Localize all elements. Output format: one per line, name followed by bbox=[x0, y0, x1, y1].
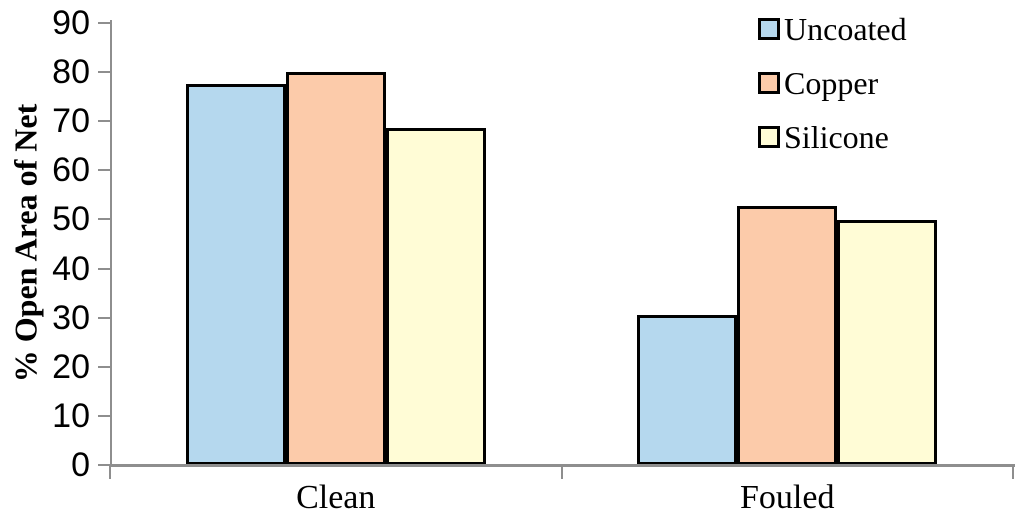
y-tick-label: 10 bbox=[52, 396, 90, 435]
y-tick-mark bbox=[98, 414, 110, 417]
x-tick-mark bbox=[109, 465, 111, 479]
y-tick-mark bbox=[98, 365, 110, 368]
legend-item-silicone: Silicone bbox=[758, 116, 907, 158]
y-tick-label: 50 bbox=[52, 200, 90, 239]
bar-clean-silicone bbox=[385, 128, 486, 465]
y-tick-label: 30 bbox=[52, 298, 90, 337]
x-axis-line bbox=[110, 464, 1015, 467]
bar-fouled-copper bbox=[737, 206, 838, 465]
legend-item-uncoated: Uncoated bbox=[758, 8, 907, 50]
y-tick-mark bbox=[98, 22, 110, 24]
y-tick-mark bbox=[98, 71, 110, 74]
legend-label: Uncoated bbox=[784, 10, 907, 47]
legend-swatch-icon bbox=[758, 18, 780, 40]
legend-item-copper: Copper bbox=[758, 62, 907, 104]
bar-clean-copper bbox=[285, 72, 386, 465]
y-tick-mark bbox=[98, 464, 110, 466]
y-tick-mark bbox=[98, 316, 110, 319]
y-tick-mark bbox=[98, 169, 110, 172]
x-tick-mark bbox=[1012, 465, 1014, 479]
y-tick-label: 0 bbox=[71, 446, 90, 484]
y-tick-label: 20 bbox=[52, 347, 90, 386]
y-axis-title: % Open Area of Net bbox=[7, 103, 44, 383]
x-category-label-clean: Clean bbox=[296, 479, 376, 516]
x-category-label-fouled: Fouled bbox=[740, 479, 835, 516]
y-tick-mark bbox=[98, 218, 110, 221]
legend-label: Copper bbox=[784, 64, 879, 101]
legend-label: Silicone bbox=[784, 118, 889, 155]
y-tick-label: 60 bbox=[52, 151, 90, 190]
y-tick-label: 90 bbox=[52, 4, 90, 42]
y-tick-label: 40 bbox=[52, 249, 90, 288]
y-tick-label: 70 bbox=[52, 102, 90, 141]
y-tick-mark bbox=[98, 267, 110, 270]
y-axis-line bbox=[110, 20, 112, 467]
bar-fouled-silicone bbox=[837, 220, 938, 465]
legend-swatch-icon bbox=[758, 72, 780, 94]
y-tick-label: 80 bbox=[52, 53, 90, 92]
bar-fouled-uncoated bbox=[637, 315, 738, 465]
legend: Uncoated Copper Silicone bbox=[758, 8, 907, 158]
legend-swatch-icon bbox=[758, 126, 780, 148]
bar-clean-uncoated bbox=[185, 84, 286, 465]
x-tick-mark bbox=[560, 465, 563, 479]
y-tick-mark bbox=[98, 120, 110, 123]
